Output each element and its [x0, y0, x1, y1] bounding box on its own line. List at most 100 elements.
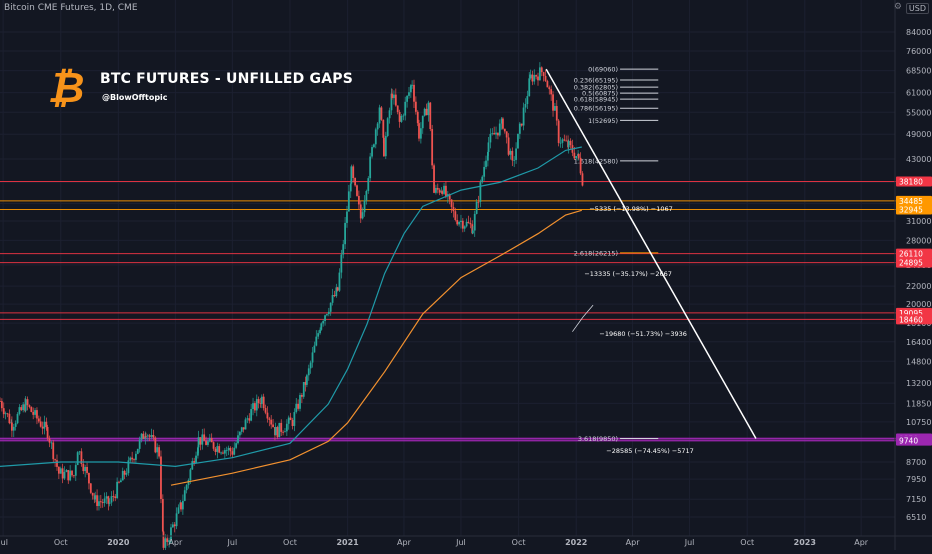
candle-body	[365, 190, 368, 201]
candle-body	[54, 459, 57, 461]
author-handle: @BlowOfftopic	[102, 93, 168, 102]
candle-body	[540, 67, 543, 73]
candle-body	[502, 118, 504, 129]
candle-body	[76, 452, 79, 466]
candle-body	[557, 120, 560, 143]
candle-body	[140, 433, 143, 440]
candle-body	[238, 431, 241, 436]
gap-price-label: 32945	[899, 205, 923, 214]
candle-body	[108, 502, 111, 504]
candle-body	[369, 156, 372, 179]
candle-body	[272, 424, 274, 428]
candle-body	[154, 437, 157, 453]
candle-body	[414, 101, 417, 112]
x-tick-label: 2022	[565, 538, 587, 547]
candle-body	[170, 527, 172, 541]
candle-body	[41, 426, 44, 429]
candle-body	[469, 223, 472, 225]
candle-body	[67, 470, 70, 481]
y-tick-label: 7150	[906, 495, 926, 504]
candle-body	[187, 480, 190, 486]
gap-price-badge	[896, 176, 932, 187]
candle-body	[37, 418, 40, 422]
candle-body	[30, 406, 33, 412]
y-tick-label: 22000	[906, 282, 931, 291]
candle-body	[162, 531, 165, 548]
candle-body	[342, 244, 345, 255]
x-tick-label: Jul	[684, 538, 695, 547]
candle-body	[98, 501, 100, 507]
candle-body	[456, 220, 459, 225]
candle-body	[390, 93, 393, 111]
candle-body	[538, 67, 541, 81]
candle-body	[244, 419, 247, 430]
candle-body	[110, 496, 113, 503]
fib-label: 3.618(9850)	[578, 435, 618, 443]
candle-body	[227, 447, 230, 451]
candle-body	[136, 448, 139, 454]
x-tick-label: Apr	[854, 538, 869, 547]
gap-price-label: 18460	[899, 315, 923, 324]
x-axis: Jul Oct 2020 Apr Jul Oct 2021 Apr Jul Oct 2022 Apr J…	[0, 535, 932, 547]
gap-price-label: 9740	[899, 437, 918, 446]
y-tick-label: 16400	[906, 338, 931, 347]
x-tick-label: Jul	[455, 538, 466, 547]
candle-body	[116, 481, 119, 499]
fib-label: 2.618(26215)	[574, 249, 618, 257]
candle-body	[443, 185, 445, 194]
candle-body	[146, 435, 149, 437]
candle-body	[575, 156, 578, 159]
candle-body	[218, 446, 221, 453]
candle-body	[156, 447, 159, 453]
settings-icon[interactable]: ⚙	[893, 2, 902, 12]
candle-body	[175, 513, 178, 527]
fib-label: 0.786(56195)	[574, 105, 618, 113]
candle-body	[411, 84, 414, 86]
candle-body	[445, 185, 447, 197]
y-tick-label: 14800	[906, 357, 931, 366]
candle-body	[36, 410, 38, 419]
candle-body	[537, 76, 539, 81]
candle-body	[404, 101, 407, 116]
y-tick-label: 28000	[906, 236, 931, 245]
candle-body	[513, 159, 516, 161]
candle-body	[317, 333, 320, 337]
candle-body	[46, 427, 49, 439]
candle-body	[569, 140, 572, 146]
candle-body	[65, 470, 68, 472]
candle-body	[396, 105, 399, 113]
candle-body	[533, 75, 536, 82]
y-tick-label: 68500	[906, 67, 931, 76]
candle-body	[471, 224, 474, 234]
candle-body	[8, 413, 11, 424]
candle-body	[463, 226, 466, 229]
candle-body	[264, 408, 267, 413]
x-tick-label: 2023	[794, 538, 816, 547]
candle-body	[259, 403, 262, 404]
y-tick-label: 6510	[906, 513, 926, 522]
fib-label: 0(69060)	[588, 66, 618, 74]
currency-badge[interactable]: USD	[905, 3, 929, 14]
candle-body	[483, 166, 486, 177]
candle-body	[436, 187, 439, 190]
candle-body	[550, 89, 553, 95]
candle-body	[326, 314, 328, 316]
candle-body	[383, 137, 385, 157]
candle-body	[419, 128, 422, 139]
candle-body	[26, 399, 29, 406]
candle-body	[20, 407, 23, 411]
candle-body	[173, 524, 176, 527]
candle-body	[376, 123, 379, 130]
gap-price-badge	[896, 248, 932, 259]
candle-body	[546, 81, 549, 88]
candle-body	[378, 107, 381, 124]
x-tick-label: Jul	[227, 538, 238, 547]
candle-body	[331, 295, 334, 303]
candle-body	[142, 433, 145, 439]
candle-body	[418, 123, 420, 139]
candle-body	[22, 404, 25, 411]
candle-body	[235, 443, 238, 448]
candle-body	[193, 461, 196, 463]
